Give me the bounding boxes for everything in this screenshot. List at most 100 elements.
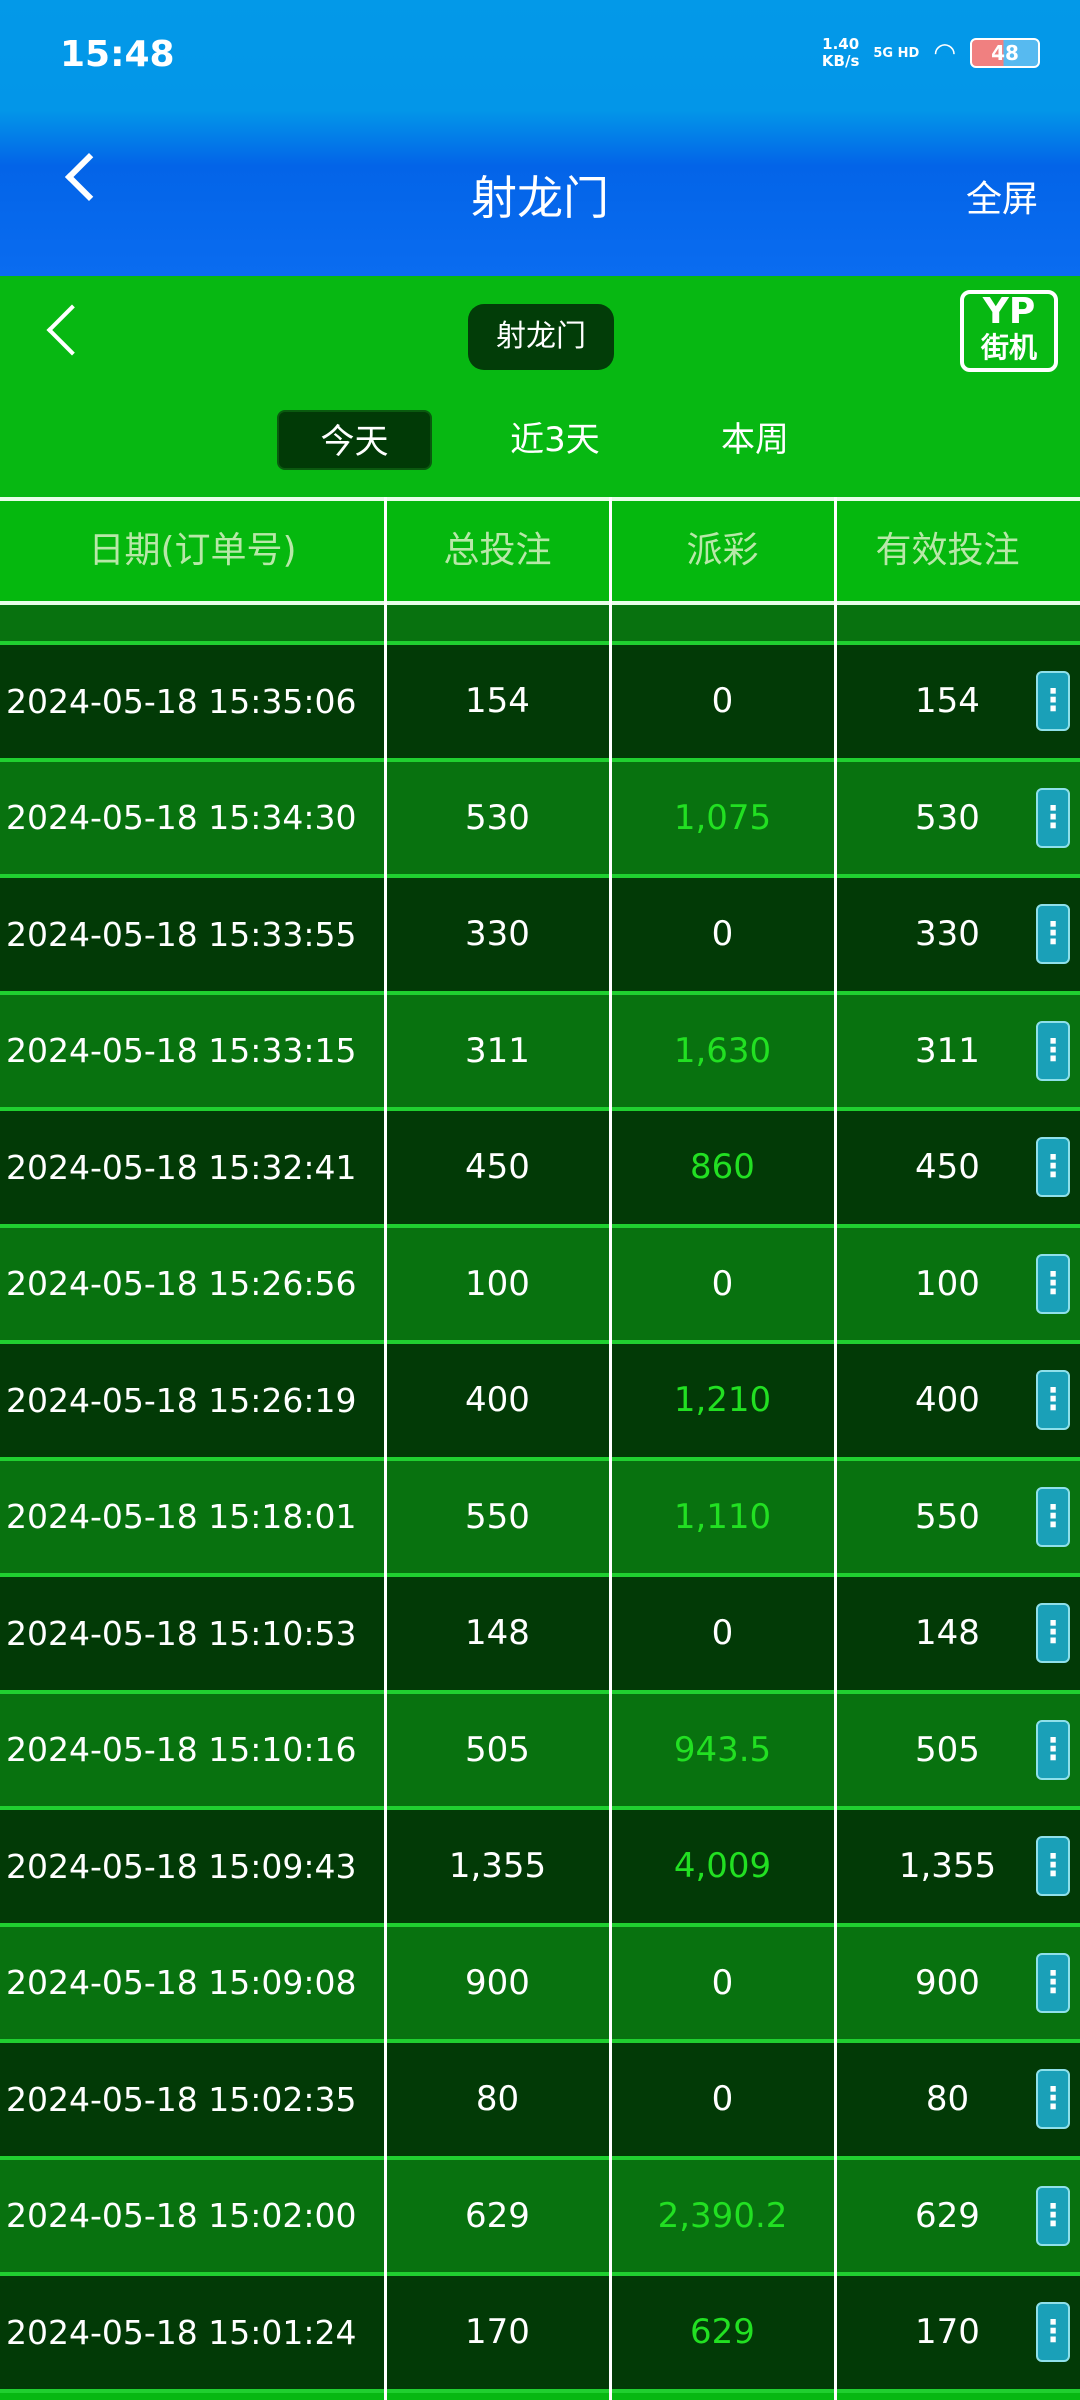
row-menu-button[interactable]: ⋮ [1036,2302,1070,2363]
row-menu-button[interactable]: ⋮ [1036,1719,1070,1780]
row-menu-button[interactable]: ⋮ [1036,787,1070,848]
net-speed-value: 1.40 [822,35,860,53]
row-valid-bet: 148 [915,1613,980,1654]
table-row[interactable]: 2024-05-18 15:01:24 170 629 170 ⋮ [0,2276,1080,2393]
table-row[interactable]: 2024-05-18 15:18:01 550 1,110 550 ⋮ [0,1460,1080,1577]
row-total-bet: 505 [465,1729,530,1770]
row-date: 2024-05-18 15:09:43 [6,1846,357,1886]
column-divider [384,497,387,2400]
row-payout: 1,110 [673,1496,772,1537]
column-divider [834,497,837,2400]
tab-this-week[interactable]: 本周 [721,420,789,460]
row-menu-button[interactable]: ⋮ [1036,2185,1070,2246]
game-view: 射龙门 YP 街机 今天 近3天 本周 日期(订单号) 总投注 派彩 有效投注 2… [0,276,1080,2400]
row-menu-button[interactable]: ⋮ [1036,2069,1070,2130]
row-valid-bet: 900 [915,1962,980,2003]
row-payout: 1,210 [673,1380,772,1421]
net-speed: 1.40 KB/s [822,36,859,70]
row-valid-bet: 170 [915,2312,980,2353]
row-menu-button[interactable]: ⋮ [1036,1370,1070,1431]
yp-logo: YP 街机 [960,290,1058,372]
table-row[interactable]: 2024-05-18 15:26:19 400 1,210 400 ⋮ [0,1344,1080,1461]
date-tabs: 今天 近3天 本周 [0,410,1080,470]
row-menu-button[interactable]: ⋮ [1036,1486,1070,1547]
row-payout: 0 [711,914,734,955]
row-menu-button[interactable]: ⋮ [1036,1020,1070,1081]
table-row[interactable]: 2024-05-18 15:02:00 629 2,390.2 629 ⋮ [0,2159,1080,2276]
row-total-bet: 80 [475,2079,520,2120]
row-date: 2024-05-18 15:33:15 [6,1031,357,1071]
row-date: 2024-05-18 15:18:01 [6,1497,357,1537]
tab-today[interactable]: 今天 [277,410,432,470]
logo-bottom: 街机 [980,331,1037,364]
wifi-icon: ◠ [933,38,956,68]
logo-top: YP [982,291,1036,332]
row-payout: 860 [690,1147,755,1188]
col-valid-bet: 有效投注 [875,530,1020,571]
row-date: 2024-05-18 15:26:19 [6,1380,357,1420]
row-valid-bet: 311 [915,1030,980,1071]
row-total-bet: 170 [465,2312,530,2353]
row-total-bet: 629 [465,2195,530,2236]
table-row[interactable]: 2024-05-18 15:33:55 330 0 330 ⋮ [0,878,1080,995]
row-valid-bet: 530 [915,797,980,838]
row-menu-button[interactable]: ⋮ [1036,1952,1070,2013]
row-total-bet: 100 [465,1263,530,1304]
status-icons: 1.40 KB/s 5G HD ◠ 48 [822,36,1040,70]
row-menu-button[interactable]: ⋮ [1036,671,1070,732]
table-row[interactable]: 2024-05-18 15:10:53 148 0 148 ⋮ [0,1577,1080,1694]
table-row[interactable]: 2024-05-18 15:10:16 505 943.5 505 ⋮ [0,1693,1080,1810]
table-header: 日期(订单号) 总投注 派彩 有效投注 [0,497,1080,605]
row-valid-bet: 400 [915,1380,980,1421]
row-valid-bet: 80 [925,2079,970,2120]
row-payout: 1,075 [673,797,772,838]
row-total-bet: 148 [465,1613,530,1654]
col-total-bet: 总投注 [443,530,552,571]
row-payout: 629 [690,2312,755,2353]
table-row[interactable]: 2024-05-18 15:26:56 100 0 100 ⋮ [0,1227,1080,1344]
row-menu-button[interactable]: ⋮ [1036,1253,1070,1314]
row-menu-button[interactable]: ⋮ [1036,904,1070,965]
row-valid-bet: 550 [915,1496,980,1537]
row-payout: 1,630 [673,1030,772,1071]
row-valid-bet: 100 [915,1263,980,1304]
row-total-bet: 530 [465,797,530,838]
table-row[interactable]: 2024-05-18 15:32:41 450 860 450 ⋮ [0,1111,1080,1228]
signal-icon: 5G HD [873,45,920,61]
row-payout: 0 [711,681,734,722]
row-payout: 0 [711,2079,734,2120]
row-menu-button[interactable]: ⋮ [1036,1836,1070,1897]
row-menu-button[interactable]: ⋮ [1036,1603,1070,1664]
row-date: 2024-05-18 15:34:30 [6,798,357,838]
table-row[interactable]: 2024-05-18 15:33:15 311 1,630 311 ⋮ [0,994,1080,1111]
row-total-bet: 311 [465,1030,530,1071]
table-row[interactable]: 2024-05-18 15:09:08 900 0 900 ⋮ [0,1926,1080,2043]
row-payout: 0 [711,1613,734,1654]
status-time: 15:48 [60,34,175,75]
row-date: 2024-05-18 15:35:06 [6,681,357,721]
row-valid-bet: 330 [915,914,980,955]
table-row-partial [0,605,1080,645]
battery-icon: 48 [970,38,1040,68]
table-row[interactable]: 2024-05-18 15:02:35 80 0 80 ⋮ [0,2043,1080,2160]
row-payout: 4,009 [673,1846,772,1887]
row-date: 2024-05-18 15:26:56 [6,1264,357,1304]
table-row[interactable]: 2024-05-18 15:34:30 530 1,075 530 ⋮ [0,761,1080,878]
row-valid-bet: 450 [915,1147,980,1188]
row-payout: 943.5 [673,1729,772,1770]
game-title: 射龙门 [468,304,614,370]
fullscreen-button[interactable]: 全屏 [965,179,1038,220]
row-menu-button[interactable]: ⋮ [1036,1137,1070,1198]
row-total-bet: 900 [465,1962,530,2003]
row-total-bet: 400 [465,1380,530,1421]
table-row[interactable]: 2024-05-18 15:35:06 154 0 154 ⋮ [0,645,1080,762]
table-row[interactable]: 2024-05-18 15:09:43 1,355 4,009 1,355 ⋮ [0,1810,1080,1927]
game-back-button[interactable] [46,304,98,356]
row-valid-bet: 505 [915,1729,980,1770]
tab-last-3-days[interactable]: 近3天 [510,420,600,460]
row-date: 2024-05-18 15:01:24 [6,2312,357,2352]
row-date: 2024-05-18 15:33:55 [6,914,357,954]
row-date: 2024-05-18 15:02:00 [6,2196,357,2236]
col-payout: 派彩 [686,530,759,571]
row-date: 2024-05-18 15:10:53 [6,1613,357,1653]
